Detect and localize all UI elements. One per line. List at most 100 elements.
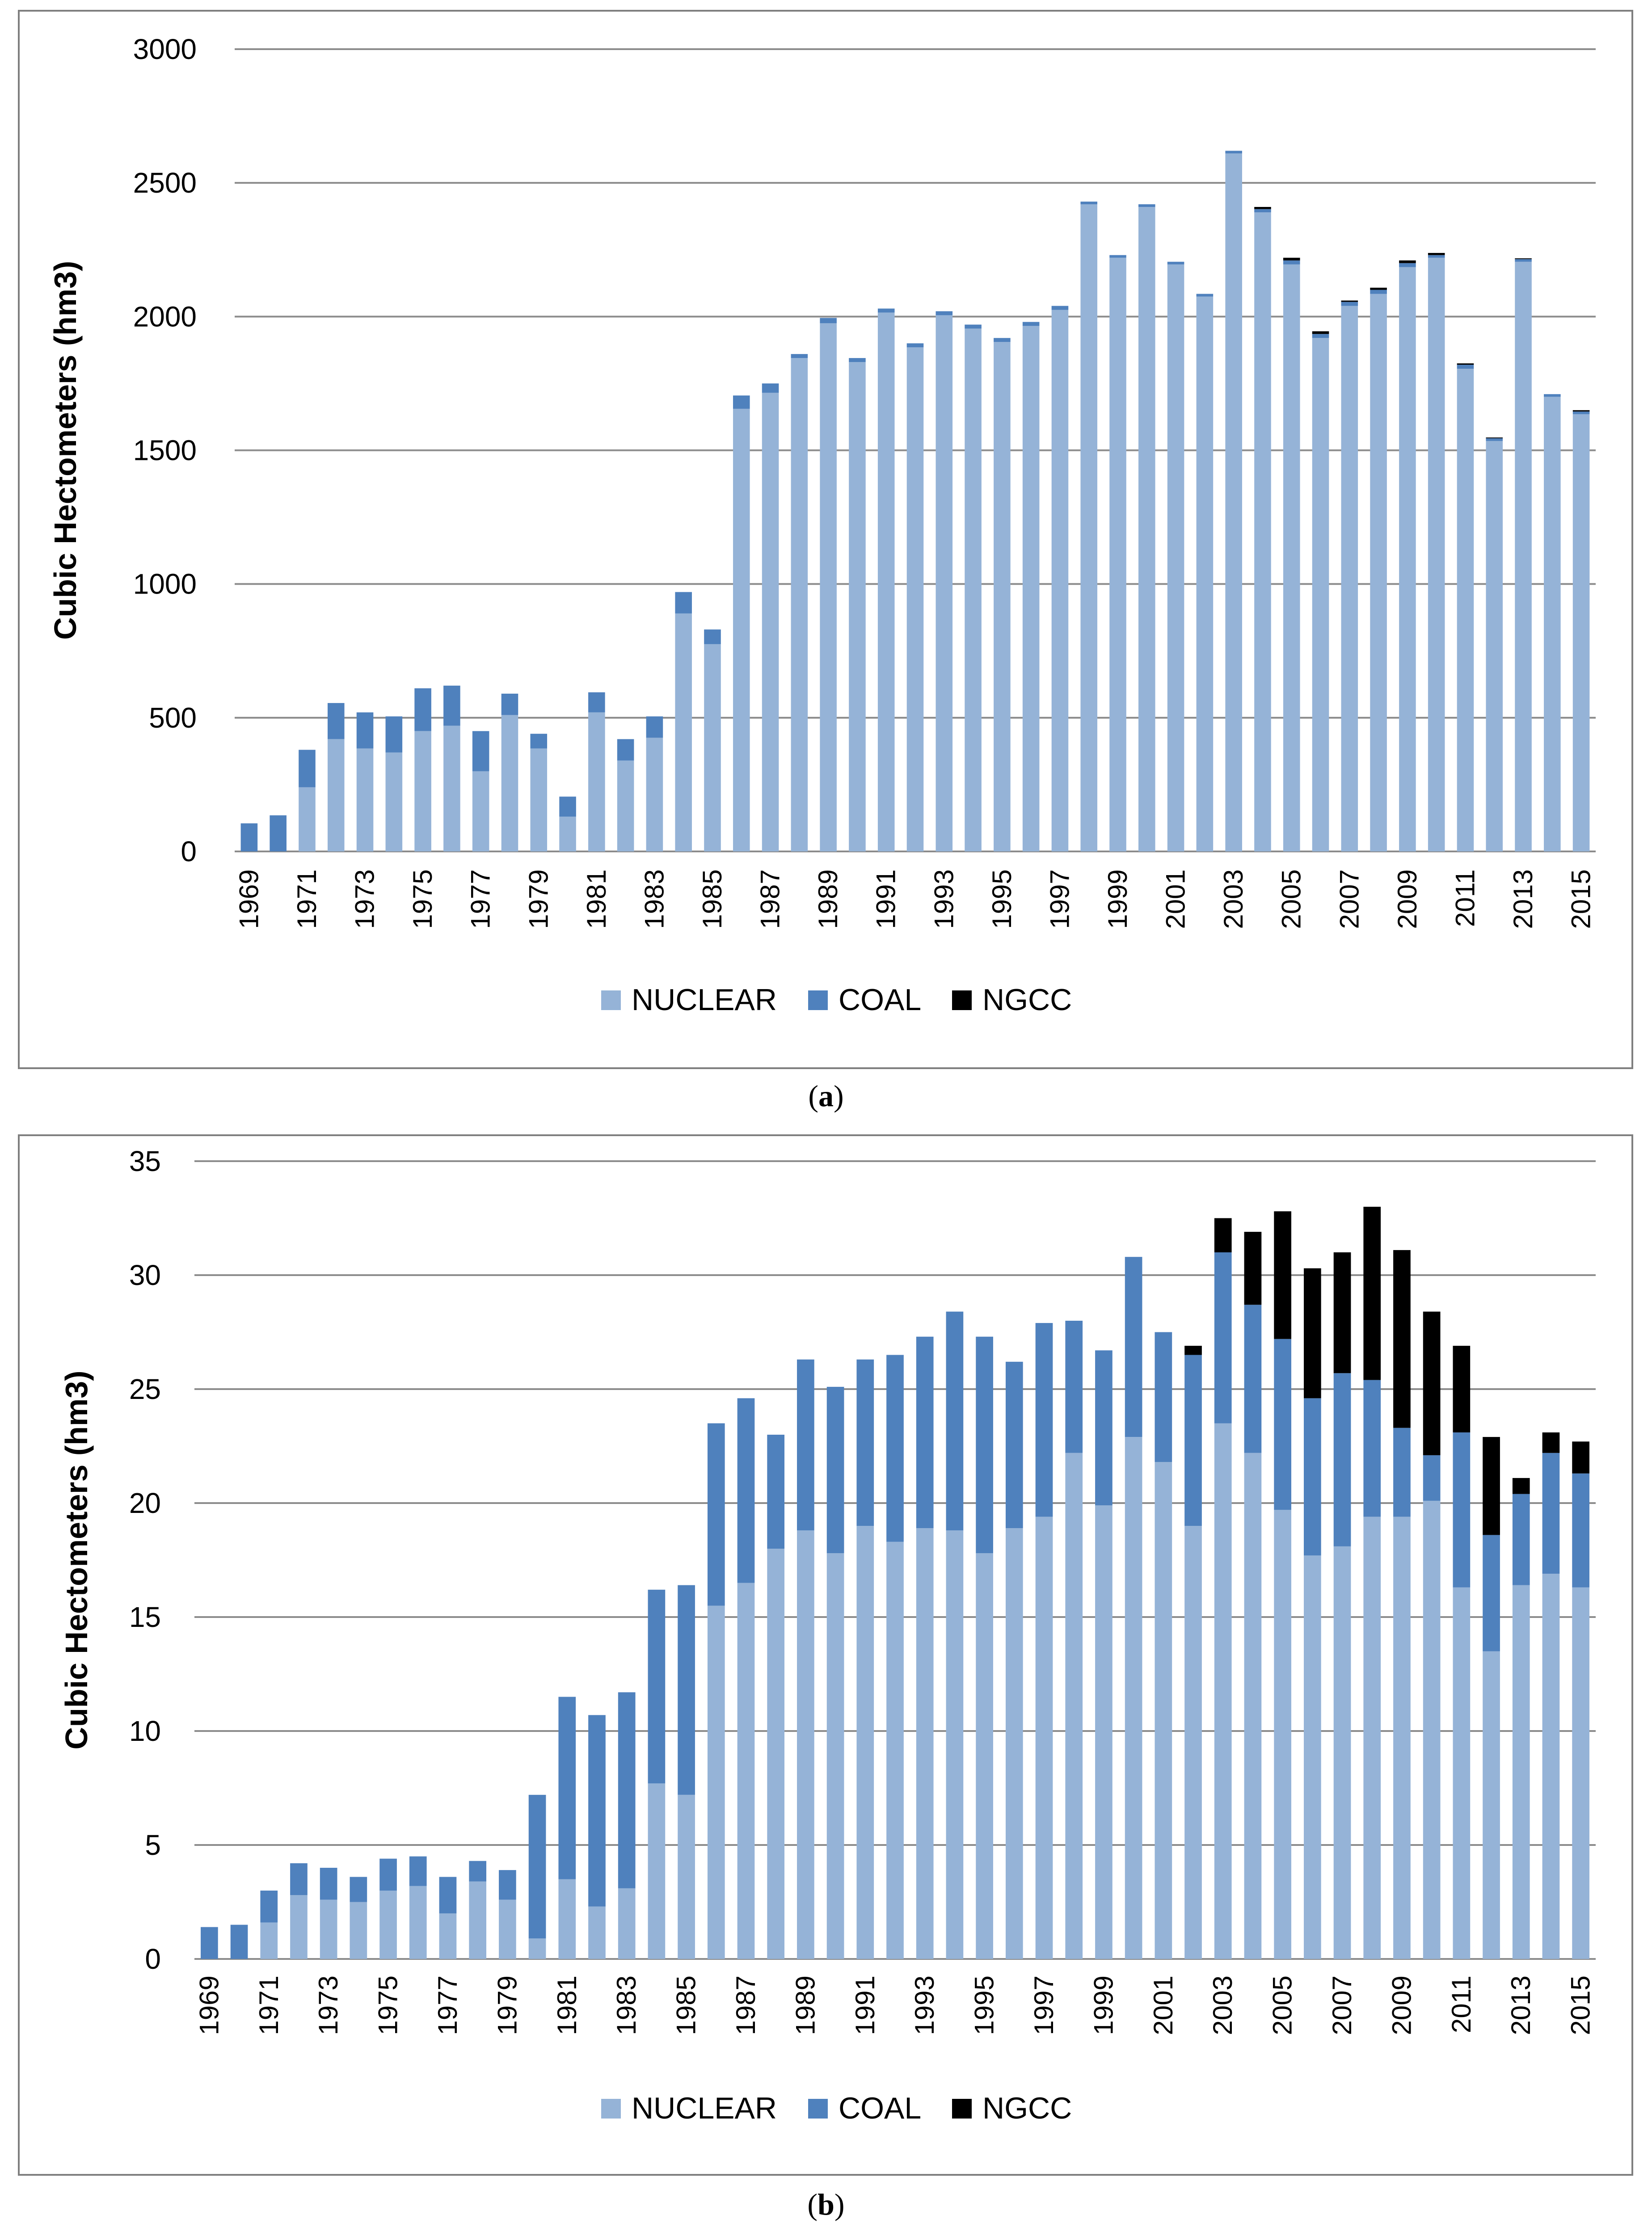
bar-nuclear-1990 — [826, 1553, 844, 1959]
bar-ngcc-2011 — [1453, 1346, 1471, 1432]
bar-coal-1990 — [849, 358, 866, 362]
x-tick-label: 1987 — [755, 869, 785, 929]
bar-ngcc-2015 — [1572, 410, 1590, 412]
bar-coal-1980 — [559, 796, 576, 817]
legend-swatch-ngcc — [952, 2099, 972, 2119]
bar-ngcc-2013 — [1515, 258, 1532, 259]
bar-coal-2015 — [1572, 1473, 1589, 1588]
bar-ngcc-2009 — [1393, 1250, 1411, 1428]
bar-coal-1997 — [1035, 1323, 1053, 1517]
bar-nuclear-2006 — [1303, 1555, 1321, 1959]
bar-coal-2012 — [1486, 438, 1503, 441]
bar-coal-2001 — [1155, 1332, 1172, 1462]
bar-coal-1989 — [797, 1359, 814, 1531]
bar-coal-2003 — [1214, 1252, 1232, 1424]
y-tick-label: 15 — [129, 1601, 161, 1633]
bar-coal-2007 — [1341, 302, 1358, 306]
bar-nuclear-1994 — [965, 329, 982, 852]
bar-nuclear-2008 — [1363, 1516, 1381, 1959]
legend-label-nuclear: NUCLEAR — [632, 2091, 777, 2125]
bar-coal-2011 — [1457, 365, 1474, 369]
bar-nuclear-1987 — [737, 1583, 755, 1959]
x-tick-label: 1983 — [639, 869, 669, 929]
legend-swatch-coal — [808, 990, 828, 1010]
y-tick-label: 1500 — [133, 434, 197, 467]
bar-coal-1973 — [356, 712, 374, 749]
bar-coal-2008 — [1363, 1380, 1381, 1517]
bar-coal-1988 — [791, 354, 808, 358]
bar-coal-1985 — [678, 1585, 695, 1795]
panel-caption: (a) — [808, 1079, 843, 1113]
bar-coal-1981 — [588, 692, 605, 712]
bar-coal-2002 — [1196, 294, 1214, 297]
bar-ngcc-2011 — [1457, 363, 1474, 365]
bar-nuclear-2014 — [1542, 1574, 1560, 1959]
bar-ngcc-2003 — [1214, 1218, 1232, 1252]
bar-ngcc-2006 — [1303, 1268, 1321, 1398]
bar-coal-2007 — [1333, 1373, 1351, 1546]
x-tick-label: 2015 — [1566, 1975, 1596, 2035]
bar-coal-1995 — [976, 1336, 993, 1554]
x-tick-label: 2007 — [1334, 869, 1364, 929]
y-tick-label: 2000 — [133, 300, 197, 333]
bar-coal-1984 — [648, 1589, 666, 1784]
x-tick-label: 1975 — [408, 869, 438, 929]
bar-nuclear-2007 — [1341, 306, 1358, 851]
y-tick-label: 20 — [129, 1487, 161, 1519]
bar-ngcc-2010 — [1428, 253, 1445, 255]
bar-coal-2000 — [1125, 1257, 1142, 1437]
y-tick-label: 0 — [145, 1943, 161, 1975]
bar-nuclear-1975 — [379, 1891, 397, 1959]
bar-coal-2012 — [1483, 1535, 1500, 1651]
bar-ngcc-2009 — [1399, 260, 1416, 263]
bar-coal-1994 — [965, 324, 982, 329]
bar-coal-1970 — [270, 815, 287, 851]
x-tick-label: 1995 — [969, 1975, 999, 2035]
bar-coal-1984 — [675, 592, 692, 614]
bar-ngcc-2006 — [1312, 331, 1329, 334]
x-tick-label: 1989 — [813, 869, 843, 929]
bar-nuclear-1994 — [946, 1530, 964, 1959]
bar-nuclear-1992 — [886, 1542, 904, 1959]
bar-coal-1999 — [1095, 1350, 1113, 1506]
bar-nuclear-1980 — [559, 817, 576, 851]
chart-frame — [18, 1134, 1633, 2176]
y-tick-label: 25 — [129, 1373, 161, 1405]
y-axis-label: Cubic Hectometers (hm3) — [59, 1371, 94, 1750]
x-tick-label: 2009 — [1386, 1975, 1416, 2035]
x-tick-label: 1979 — [523, 869, 553, 929]
bar-coal-1993 — [916, 1336, 934, 1529]
x-tick-label: 1995 — [987, 869, 1017, 929]
x-tick-label: 1975 — [373, 1975, 403, 2035]
bar-nuclear-1988 — [791, 358, 808, 852]
x-tick-label: 1985 — [697, 869, 727, 929]
bar-nuclear-1995 — [976, 1553, 993, 1959]
bar-nuclear-1995 — [994, 342, 1011, 851]
bar-nuclear-1999 — [1095, 1505, 1113, 1959]
bar-nuclear-1996 — [1022, 326, 1040, 851]
bar-nuclear-2011 — [1457, 369, 1474, 852]
bar-nuclear-1989 — [797, 1530, 814, 1959]
bar-nuclear-2002 — [1184, 1526, 1202, 1959]
bar-coal-1986 — [733, 395, 750, 409]
bar-nuclear-1990 — [849, 362, 866, 851]
legend-swatch-nuclear — [601, 2099, 621, 2119]
bar-coal-1992 — [906, 343, 924, 348]
bar-nuclear-2000 — [1125, 1437, 1142, 1959]
bar-nuclear-1980 — [528, 1938, 546, 1959]
bar-nuclear-1984 — [648, 1783, 666, 1959]
bar-coal-1969 — [240, 823, 258, 851]
bar-ngcc-2004 — [1254, 207, 1271, 209]
bar-nuclear-1973 — [356, 748, 374, 851]
bar-coal-1992 — [886, 1355, 904, 1542]
bar-nuclear-1992 — [906, 347, 924, 852]
bar-coal-1979 — [530, 733, 548, 749]
bar-nuclear-2012 — [1483, 1651, 1500, 1959]
bar-coal-1982 — [588, 1715, 606, 1907]
bar-nuclear-1999 — [1109, 257, 1126, 852]
bar-ngcc-2005 — [1274, 1211, 1291, 1339]
bar-coal-1999 — [1109, 255, 1126, 258]
bar-coal-1970 — [230, 1925, 248, 1959]
bar-nuclear-1971 — [260, 1922, 278, 1959]
bar-nuclear-2015 — [1572, 1587, 1589, 1959]
